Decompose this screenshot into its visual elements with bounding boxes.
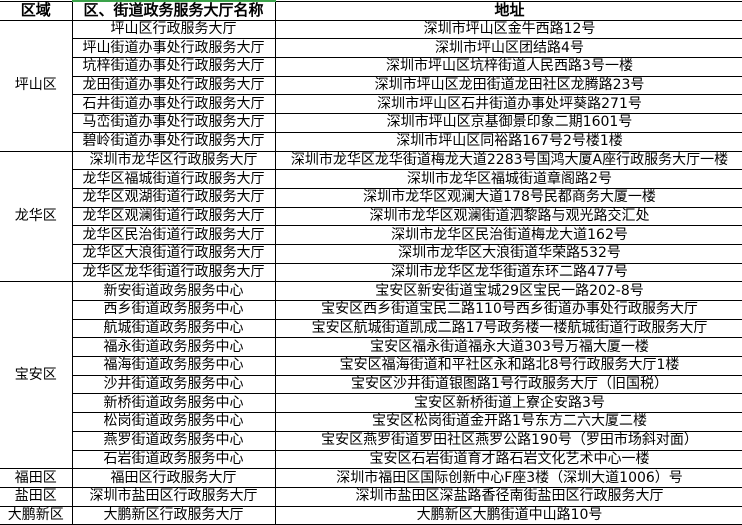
- name-cell[interactable]: 福田区行政服务大厅: [71, 468, 276, 488]
- name-cell[interactable]: 坪山街道办事处行政服务大厅: [72, 38, 276, 59]
- name-cell[interactable]: 碧岭街道办事处行政服务大厅: [72, 131, 276, 152]
- address-cell[interactable]: 深圳市坪山区龙田街道龙田社区龙腾路23号: [274, 75, 742, 96]
- name-cell[interactable]: 西乡街道政务服务中心: [72, 300, 276, 320]
- table-row: 航城街道政务服务中心 宝安区航城街道凯成二路17号政务楼一楼航城街道行政服务大厅: [0, 318, 742, 339]
- name-cell[interactable]: 福永街道政务服务中心: [72, 337, 276, 358]
- address-cell[interactable]: 深圳市坪山区京基御景印象二期1601号: [274, 113, 742, 133]
- table-body: 坪山区 坪山区行政服务大厅 深圳市坪山区金牛西路12号 坪山街道办事处行政服务大厅 深圳…: [0, 19, 742, 525]
- name-cell[interactable]: 龙华区大浪街道行政服务大厅: [72, 243, 276, 264]
- address-cell[interactable]: 宝安区福海街道和平社区永和路北8号行政服务大厅1楼: [274, 356, 742, 376]
- address-cell[interactable]: 深圳市坪山区团结路4号: [274, 38, 742, 59]
- table-row: 碧岭街道办事处行政服务大厅 深圳市坪山区同裕路167号2号楼1楼: [0, 131, 742, 152]
- address-cell[interactable]: 深圳市龙华区龙华街道东环二路477号: [274, 262, 742, 283]
- table-row: 坪山区 坪山区行政服务大厅 深圳市坪山区金牛西路12号: [0, 19, 742, 152]
- region-cell[interactable]: 宝安区: [0, 281, 73, 470]
- address-cell[interactable]: 深圳市龙华区观澜街道泗黎路与观光路交汇处: [274, 206, 742, 227]
- table-row: 龙华区民治街道行政服务大厅 深圳市龙华区民治街道梅龙大道162号: [0, 225, 742, 245]
- table-row: 石井街道办事处行政服务大厅 深圳市坪山区石井街道办事处坪葵路271号: [0, 94, 742, 115]
- address-cell[interactable]: 深圳市坪山区同裕路167号2号楼1楼: [274, 131, 742, 152]
- name-cell[interactable]: 龙华区龙华街道行政服务大厅: [72, 262, 276, 283]
- address-cell[interactable]: 宝安区新桥街道上寮企安路3号: [274, 393, 742, 414]
- table-row: 福田区 福田区行政服务大厅 深圳市福田区国际创新中心F座3楼（深圳大道1006）号: [0, 468, 742, 488]
- address-cell[interactable]: 宝安区燕罗街道罗田社区燕罗公路190号（罗田市场斜对面）: [274, 430, 742, 451]
- name-cell[interactable]: 福海街道政务服务中心: [72, 356, 276, 376]
- name-cell[interactable]: 石井街道办事处行政服务大厅: [72, 94, 276, 115]
- address-cell[interactable]: 深圳市盐田区深盐路香径南街盐田区行政服务大厅: [274, 486, 742, 507]
- address-cell[interactable]: 深圳市坪山区坑梓街道人民西路3号一楼: [274, 57, 742, 77]
- address-cell[interactable]: 宝安区航城街道凯成二路17号政务楼一楼航城街道行政服务大厅: [274, 318, 742, 339]
- table-row: 盐田区 深圳市盐田区行政服务大厅 深圳市盐田区深盐路香径南街盐田区行政服务大厅: [0, 486, 742, 507]
- table-row: 西乡街道政务服务中心 宝安区西乡街道宝民二路110号西乡街道办事处行政服务大厅: [0, 300, 742, 320]
- address-cell[interactable]: 深圳市龙华区观澜大道178号民都商务大厦一楼: [274, 187, 742, 208]
- table-row: 宝安区 新安街道政务服务中心 宝安区新安街道宝城29区宝民一路202-8号: [0, 281, 742, 470]
- name-cell[interactable]: 大鹏新区行政服务大厅: [71, 505, 276, 525]
- name-cell[interactable]: 龙华区观湖街道行政服务大厅: [72, 187, 276, 208]
- table-row: 龙华区 深圳市龙华区行政服务大厅 深圳市龙华区龙华街道梅龙大道2283号国鸿大厦A座…: [0, 150, 742, 283]
- name-cell[interactable]: 坪山区行政服务大厅: [71, 19, 276, 40]
- name-cell[interactable]: 深圳市盐田区行政服务大厅: [71, 486, 276, 507]
- region-cell[interactable]: 大鹏新区: [0, 505, 73, 525]
- address-cell[interactable]: 深圳市龙华区大浪街道华荣路532号: [274, 243, 742, 264]
- table-row: 福海街道政务服务中心 宝安区福海街道和平社区永和路北8号行政服务大厅1楼: [0, 356, 742, 376]
- header-name[interactable]: 区、街道政务服务大厅名称: [71, 0, 276, 21]
- table-row: 福永街道政务服务中心 宝安区福永街道福永大道303号万福大厦一楼: [0, 337, 742, 358]
- name-cell[interactable]: 马峦街道办事处行政服务大厅: [72, 113, 276, 133]
- name-cell[interactable]: 龙华区福城街道行政服务大厅: [72, 169, 276, 189]
- region-cell[interactable]: 福田区: [0, 468, 73, 488]
- region-cell[interactable]: 龙华区: [0, 150, 73, 283]
- table-row: 松岗街道政务服务中心 宝安区松岗街道金开路1号东方二六大厦二楼: [0, 412, 742, 432]
- header-row: 区域 区、街道政务服务大厅名称 地址: [0, 0, 742, 21]
- name-cell[interactable]: 新安街道政务服务中心: [71, 281, 276, 301]
- table-row: 新桥街道政务服务中心 宝安区新桥街道上寮企安路3号: [0, 393, 742, 414]
- table-row: 燕罗街道政务服务中心 宝安区燕罗街道罗田社区燕罗公路190号（罗田市场斜对面）: [0, 430, 742, 451]
- address-cell[interactable]: 深圳市坪山区金牛西路12号: [274, 19, 742, 40]
- name-cell[interactable]: 深圳市龙华区行政服务大厅: [71, 150, 276, 171]
- region-cell[interactable]: 盐田区: [0, 486, 73, 507]
- region-cell[interactable]: 坪山区: [0, 19, 73, 152]
- address-cell[interactable]: 深圳市福田区国际创新中心F座3楼（深圳大道1006）号: [274, 468, 742, 488]
- address-cell[interactable]: 宝安区松岗街道金开路1号东方二六大厦二楼: [274, 412, 742, 432]
- table-row: 石岩街道政务服务中心 宝安区石岩街道育才路石岩文化艺术中心一楼: [0, 449, 742, 470]
- address-cell[interactable]: 深圳市龙华区福城街道章阁路2号: [274, 169, 742, 189]
- table-row: 沙井街道政务服务中心 宝安区沙井街道银图路1号行政服务大厅（旧国税）: [0, 374, 742, 395]
- address-cell[interactable]: 宝安区新安街道宝城29区宝民一路202-8号: [274, 281, 742, 301]
- address-cell[interactable]: 大鹏新区大鹏街道中山路10号: [274, 505, 742, 525]
- table-row: 龙华区福城街道行政服务大厅 深圳市龙华区福城街道章阁路2号: [0, 169, 742, 189]
- name-cell[interactable]: 松岗街道政务服务中心: [72, 412, 276, 432]
- name-cell[interactable]: 龙华区观澜街道行政服务大厅: [72, 206, 276, 227]
- address-cell[interactable]: 宝安区福永街道福永大道303号万福大厦一楼: [274, 337, 742, 358]
- table-row: 龙华区观澜街道行政服务大厅 深圳市龙华区观澜街道泗黎路与观光路交汇处: [0, 206, 742, 227]
- name-cell[interactable]: 沙井街道政务服务中心: [72, 374, 276, 395]
- address-cell[interactable]: 宝安区西乡街道宝民二路110号西乡街道办事处行政服务大厅: [274, 300, 742, 320]
- table-row: 龙华区观湖街道行政服务大厅 深圳市龙华区观澜大道178号民都商务大厦一楼: [0, 187, 742, 208]
- name-cell[interactable]: 新桥街道政务服务中心: [72, 393, 276, 414]
- name-cell[interactable]: 石岩街道政务服务中心: [72, 449, 276, 470]
- address-cell[interactable]: 深圳市坪山区石井街道办事处坪葵路271号: [274, 94, 742, 115]
- table-row: 大鹏新区 大鹏新区行政服务大厅 大鹏新区大鹏街道中山路10号: [0, 505, 742, 525]
- table-row: 龙华区龙华街道行政服务大厅 深圳市龙华区龙华街道东环二路477号: [0, 262, 742, 283]
- address-cell[interactable]: 宝安区石岩街道育才路石岩文化艺术中心一楼: [274, 449, 742, 470]
- table-row: 坑梓街道办事处行政服务大厅 深圳市坪山区坑梓街道人民西路3号一楼: [0, 57, 742, 77]
- name-cell[interactable]: 坑梓街道办事处行政服务大厅: [72, 57, 276, 77]
- address-cell[interactable]: 宝安区沙井街道银图路1号行政服务大厅（旧国税）: [274, 374, 742, 395]
- name-cell[interactable]: 航城街道政务服务中心: [72, 318, 276, 339]
- address-cell[interactable]: 深圳市龙华区民治街道梅龙大道162号: [274, 225, 742, 245]
- table-row: 坪山街道办事处行政服务大厅 深圳市坪山区团结路4号: [0, 38, 742, 59]
- name-cell[interactable]: 龙田街道办事处行政服务大厅: [72, 75, 276, 96]
- table-row: 龙华区大浪街道行政服务大厅 深圳市龙华区大浪街道华荣路532号: [0, 243, 742, 264]
- name-cell[interactable]: 龙华区民治街道行政服务大厅: [72, 225, 276, 245]
- name-cell[interactable]: 燕罗街道政务服务中心: [72, 430, 276, 451]
- header-region[interactable]: 区域: [0, 0, 73, 21]
- table-row: 马峦街道办事处行政服务大厅 深圳市坪山区京基御景印象二期1601号: [0, 113, 742, 133]
- table-row: 龙田街道办事处行政服务大厅 深圳市坪山区龙田街道龙田社区龙腾路23号: [0, 75, 742, 96]
- header-address[interactable]: 地址: [274, 0, 742, 21]
- address-cell[interactable]: 深圳市龙华区龙华街道梅龙大道2283号国鸿大厦A座行政服务大厅一楼: [274, 150, 742, 171]
